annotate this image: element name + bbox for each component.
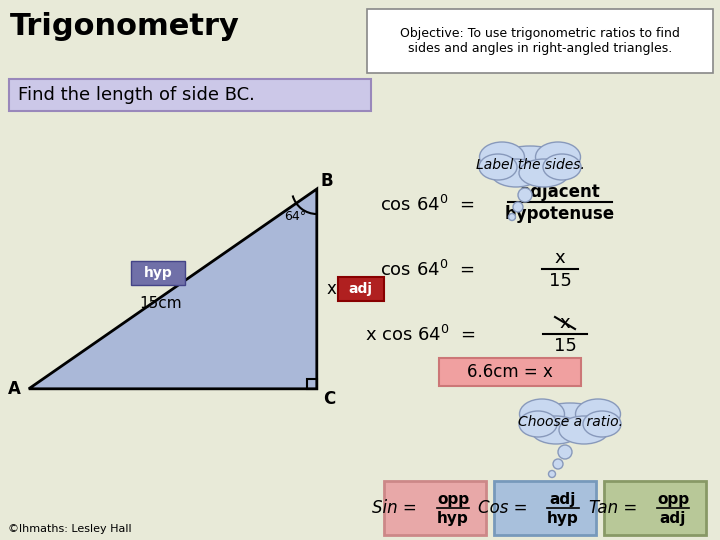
FancyBboxPatch shape bbox=[131, 261, 185, 285]
FancyBboxPatch shape bbox=[439, 358, 581, 386]
Text: x: x bbox=[559, 314, 570, 332]
Text: Find the length of side BC.: Find the length of side BC. bbox=[18, 86, 255, 104]
Text: B: B bbox=[320, 172, 333, 190]
Ellipse shape bbox=[519, 411, 557, 437]
Text: ©lhmaths: Lesley Hall: ©lhmaths: Lesley Hall bbox=[8, 524, 132, 534]
Text: opp: opp bbox=[657, 491, 689, 507]
Text: adj: adj bbox=[660, 511, 686, 526]
Text: cos 64$^0$  =: cos 64$^0$ = bbox=[380, 195, 474, 215]
Ellipse shape bbox=[530, 403, 610, 441]
Text: Tan =: Tan = bbox=[589, 499, 637, 517]
Text: hyp: hyp bbox=[437, 511, 469, 526]
Text: Sin =: Sin = bbox=[372, 499, 417, 517]
Ellipse shape bbox=[543, 154, 581, 180]
Text: Objective: To use trigonometric ratios to find
sides and angles in right-angled : Objective: To use trigonometric ratios t… bbox=[400, 27, 680, 55]
FancyBboxPatch shape bbox=[494, 481, 596, 535]
FancyBboxPatch shape bbox=[604, 481, 706, 535]
Text: A: A bbox=[9, 380, 21, 398]
Ellipse shape bbox=[531, 416, 581, 444]
Ellipse shape bbox=[518, 188, 532, 202]
Ellipse shape bbox=[536, 142, 580, 172]
Ellipse shape bbox=[583, 411, 621, 437]
Text: adj: adj bbox=[550, 491, 576, 507]
Text: 15: 15 bbox=[549, 272, 572, 290]
Ellipse shape bbox=[480, 142, 524, 172]
Text: C: C bbox=[323, 390, 335, 408]
Ellipse shape bbox=[553, 459, 563, 469]
Text: hypotenuse: hypotenuse bbox=[505, 205, 615, 223]
Text: hyp: hyp bbox=[143, 266, 172, 280]
Text: Choose a ratio.: Choose a ratio. bbox=[518, 415, 623, 429]
Text: Cos =: Cos = bbox=[477, 499, 527, 517]
Ellipse shape bbox=[508, 213, 516, 220]
Ellipse shape bbox=[549, 470, 556, 477]
Ellipse shape bbox=[575, 399, 621, 429]
Text: 6.6cm = x: 6.6cm = x bbox=[467, 363, 553, 381]
Text: cos 64$^0$  =: cos 64$^0$ = bbox=[380, 260, 474, 280]
Text: adj: adj bbox=[348, 282, 373, 296]
Ellipse shape bbox=[491, 159, 541, 187]
Ellipse shape bbox=[559, 416, 609, 444]
FancyBboxPatch shape bbox=[384, 481, 486, 535]
Text: x: x bbox=[327, 280, 337, 298]
Text: adjacent: adjacent bbox=[520, 183, 600, 201]
Ellipse shape bbox=[479, 154, 517, 180]
Text: 15: 15 bbox=[554, 337, 577, 355]
Text: opp: opp bbox=[437, 491, 469, 507]
Ellipse shape bbox=[558, 445, 572, 459]
Text: 64°: 64° bbox=[284, 211, 306, 224]
Ellipse shape bbox=[490, 146, 570, 184]
FancyBboxPatch shape bbox=[9, 79, 371, 111]
Text: hyp: hyp bbox=[547, 511, 579, 526]
Ellipse shape bbox=[520, 399, 564, 429]
FancyBboxPatch shape bbox=[367, 9, 713, 73]
Text: Label the sides.: Label the sides. bbox=[476, 158, 585, 172]
Ellipse shape bbox=[519, 159, 569, 187]
Text: 15cm: 15cm bbox=[140, 296, 182, 312]
Text: x: x bbox=[554, 249, 565, 267]
Ellipse shape bbox=[513, 202, 523, 212]
Text: x cos 64$^0$  =: x cos 64$^0$ = bbox=[365, 325, 475, 345]
FancyBboxPatch shape bbox=[338, 277, 384, 301]
Text: Trigonometry: Trigonometry bbox=[10, 12, 240, 41]
Polygon shape bbox=[29, 189, 317, 389]
